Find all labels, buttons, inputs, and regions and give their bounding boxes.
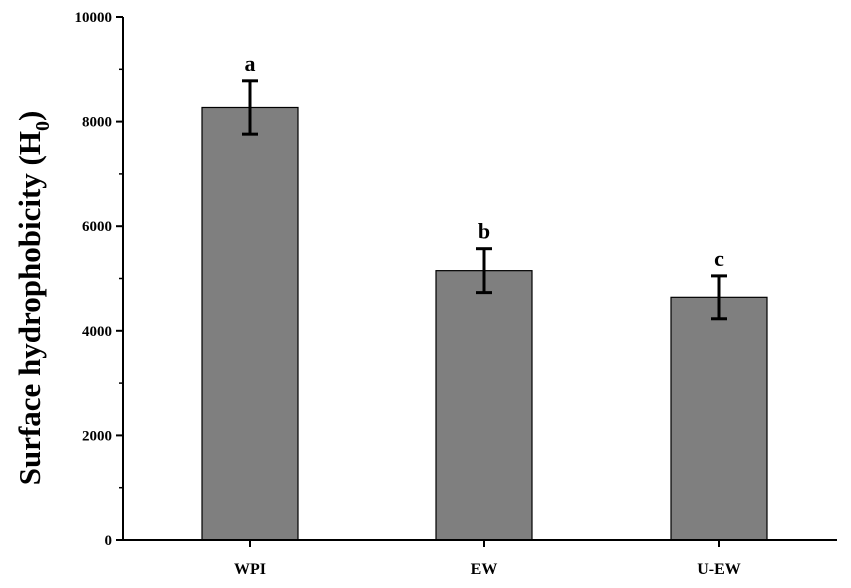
plot-area: a b c — [201, 51, 768, 541]
y-axis-title-subscript: 0 — [32, 121, 54, 131]
bar-u-ew — [670, 296, 768, 541]
x-tick-label-u-ew: U-EW — [697, 561, 741, 578]
y-tick-label-8000: 8000 — [82, 115, 112, 131]
y-tick-label-0: 0 — [105, 533, 113, 549]
bar-wpi — [201, 106, 299, 541]
y-axis-title-close: ) — [12, 111, 47, 121]
y-tick-label-2000: 2000 — [82, 428, 112, 444]
y-tick-label-4000: 4000 — [82, 324, 112, 340]
x-tick-label-ew: EW — [471, 561, 498, 578]
x-tick-label-wpi: WPI — [234, 561, 266, 578]
axes: WPI EW U-EW 0 2000 4000 6000 8000 10000 — [75, 10, 837, 578]
y-tick-label-10000: 10000 — [75, 10, 113, 26]
significance-label-ew: b — [478, 219, 490, 244]
significance-label-u-ew: c — [714, 246, 724, 271]
y-axis-title-main: Surface hydrophobicity (H — [12, 131, 47, 485]
bar-ew — [435, 270, 533, 541]
y-axis-title: Surface hydrophobicity (H0) — [12, 111, 54, 486]
significance-label-wpi: a — [245, 51, 256, 76]
y-tick-label-6000: 6000 — [82, 219, 112, 235]
